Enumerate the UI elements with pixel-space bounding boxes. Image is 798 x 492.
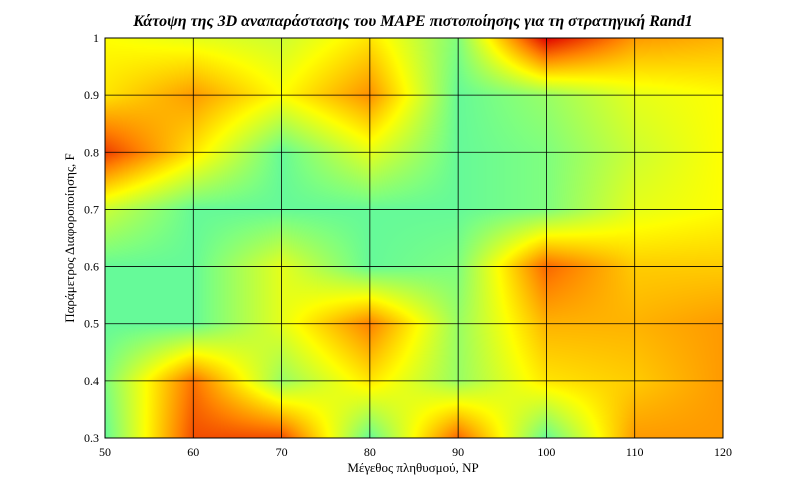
- y-tick-label: 0.6: [84, 260, 99, 274]
- x-axis-ticks: 50 60 70 80 90 100 110 120: [99, 445, 732, 459]
- y-axis-ticks: 0.3 0.4 0.5 0.6 0.7 0.8 0.9 1: [84, 31, 99, 445]
- x-tick-label: 50: [99, 445, 111, 459]
- x-tick-label: 90: [452, 445, 464, 459]
- plot-area: [105, 38, 723, 438]
- y-tick-label: 1: [93, 31, 99, 45]
- y-tick-label: 0.5: [84, 317, 99, 331]
- y-tick-label: 0.3: [84, 431, 99, 445]
- y-axis-label: Παράμετρος Διαφοροποίησης, F: [62, 153, 77, 323]
- x-tick-label: 70: [276, 445, 288, 459]
- heatmap-surface: [105, 38, 723, 438]
- x-axis-label: Μέγεθος πληθυσμού, NP: [347, 460, 478, 475]
- x-tick-label: 100: [537, 445, 555, 459]
- x-tick-label: 120: [714, 445, 732, 459]
- x-tick-label: 110: [626, 445, 644, 459]
- y-tick-label: 0.7: [84, 202, 99, 216]
- grid-lines: [105, 38, 723, 438]
- x-tick-label: 60: [187, 445, 199, 459]
- y-tick-label: 0.4: [84, 374, 99, 388]
- y-tick-label: 0.8: [84, 145, 99, 159]
- chart-title: Κάτοψη της 3D αναπαράστασης του MAPE πισ…: [132, 13, 693, 30]
- y-tick-label: 0.9: [84, 88, 99, 102]
- plot-frame: [104, 37, 724, 439]
- x-tick-label: 80: [364, 445, 376, 459]
